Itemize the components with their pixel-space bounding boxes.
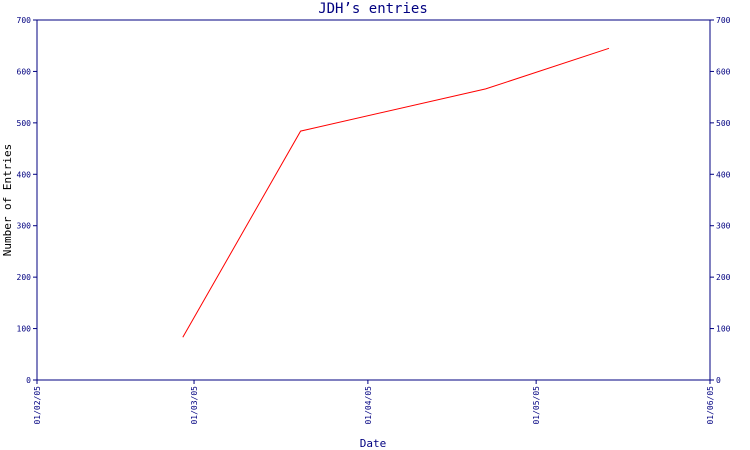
y-axis-left: 0 100 200 300 400 500 600 700	[17, 16, 37, 385]
plot-frame	[36, 19, 711, 381]
x-tick-label: 01/03/05	[190, 386, 199, 425]
y-tick-right-label: 600	[716, 67, 731, 76]
y-tick-left-label: 0	[26, 376, 31, 385]
chart-title: JDH’s entries	[318, 1, 428, 17]
y-tick-left-label: 400	[17, 170, 32, 179]
x-axis: 01/02/05 01/03/05 01/04/05 01/05/05 01/06/05	[33, 380, 715, 425]
y-tick-left-label: 200	[17, 273, 32, 282]
y-tick-left-label: 100	[17, 325, 32, 334]
x-tick-label: 01/02/05	[33, 386, 42, 425]
y-tick-right-label: 0	[716, 376, 721, 385]
y-tick-right-label: 300	[716, 222, 731, 231]
y-tick-right-label: 700	[716, 16, 731, 25]
y-tick-right-label: 500	[716, 119, 731, 128]
y-axis-right: 0 100 200 300 400 500 600 700	[710, 16, 731, 385]
series-layer	[182, 47, 610, 338]
y-tick-right-label: 400	[716, 170, 731, 179]
x-axis-label: Date	[360, 437, 387, 450]
x-tick-label: 01/04/05	[364, 386, 373, 425]
y-tick-right-label: 200	[716, 273, 731, 282]
y-tick-right-label: 100	[716, 325, 731, 334]
y-axis-label: Number of Entries	[1, 144, 14, 257]
x-tick-label: 01/05/05	[532, 386, 541, 425]
y-tick-left-label: 300	[17, 222, 32, 231]
series-line	[182, 47, 610, 338]
y-tick-left-label: 700	[17, 16, 32, 25]
y-tick-left-label: 600	[17, 67, 32, 76]
x-tick-label: 01/06/05	[706, 386, 715, 425]
y-tick-left-label: 500	[17, 119, 32, 128]
